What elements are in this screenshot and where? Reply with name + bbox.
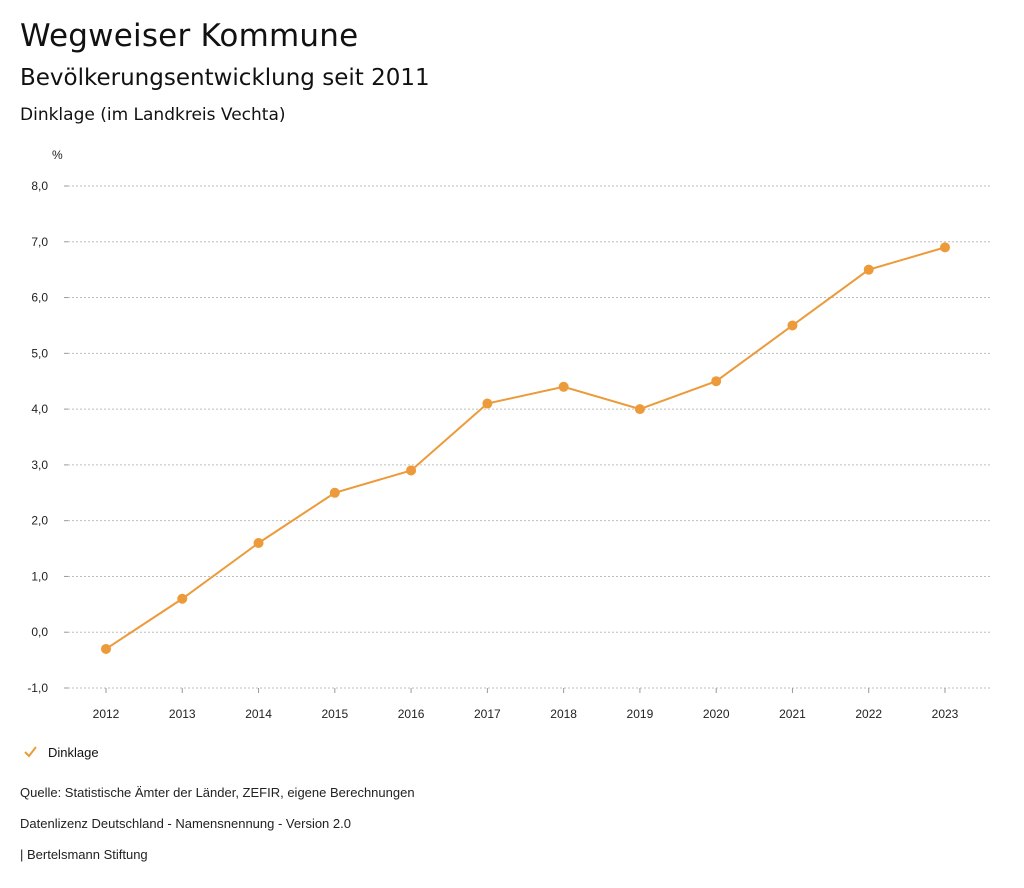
data-point xyxy=(101,643,111,654)
data-point xyxy=(711,376,722,387)
y-tick-label: 1,0 xyxy=(31,569,48,583)
x-tick-label: 2022 xyxy=(855,707,882,721)
publisher-note: | Bertelsmann Stiftung xyxy=(20,847,148,862)
y-tick-label: 7,0 xyxy=(31,235,48,249)
x-tick-label: 2023 xyxy=(932,707,959,721)
series-line-dinklage xyxy=(105,246,946,650)
x-tick-label: 2018 xyxy=(550,707,577,721)
data-point xyxy=(787,320,798,331)
license-note: Datenlizenz Deutschland - Namensnennung … xyxy=(20,816,351,831)
x-tick-label: 2020 xyxy=(703,707,730,721)
legend-item-dinklage: Dinklage xyxy=(48,744,99,760)
y-tick-label: 5,0 xyxy=(31,346,48,360)
data-point xyxy=(329,487,340,498)
x-tick-label: 2019 xyxy=(627,707,654,721)
data-point xyxy=(634,404,645,415)
data-point xyxy=(177,593,188,604)
data-point xyxy=(558,381,569,392)
y-tick-label: 6,0 xyxy=(31,291,48,305)
page-title: Wegweiser Kommune xyxy=(20,18,359,54)
x-tick-label: 2014 xyxy=(245,707,272,721)
data-point xyxy=(406,465,417,476)
x-tick-label: 2017 xyxy=(474,707,501,721)
data-point xyxy=(253,537,264,548)
y-tick-label: 8,0 xyxy=(31,179,48,193)
chart-subtitle: Bevölkerungsentwicklung seit 2011 xyxy=(20,65,430,91)
y-tick-label: 0,0 xyxy=(31,625,48,639)
y-tick-label: 4,0 xyxy=(31,402,48,416)
x-tick-label: 2012 xyxy=(93,707,120,721)
y-tick-label: 3,0 xyxy=(31,458,48,472)
x-tick-label: 2021 xyxy=(779,707,806,721)
data-point xyxy=(940,242,950,253)
source-note: Quelle: Statistische Ämter der Länder, Z… xyxy=(20,785,415,800)
x-tick-label: 2013 xyxy=(169,707,196,721)
data-point xyxy=(482,398,493,409)
checkmark-icon xyxy=(24,746,37,758)
y-axis-label: % xyxy=(52,148,63,162)
x-tick-label: 2015 xyxy=(321,707,348,721)
x-tick-label: 2016 xyxy=(398,707,425,721)
legend[interactable]: Dinklage xyxy=(22,744,99,760)
data-point xyxy=(863,264,874,275)
y-tick-label: 2,0 xyxy=(31,514,48,528)
region-label: Dinklage (im Landkreis Vechta) xyxy=(20,105,286,125)
y-tick-label: -1,0 xyxy=(27,681,48,695)
line-chart: % -1,0 0,0 1,0 2,0 3,0 4,0 5,0 6,0 7,0 8,0 2012 2013… xyxy=(27,148,990,721)
